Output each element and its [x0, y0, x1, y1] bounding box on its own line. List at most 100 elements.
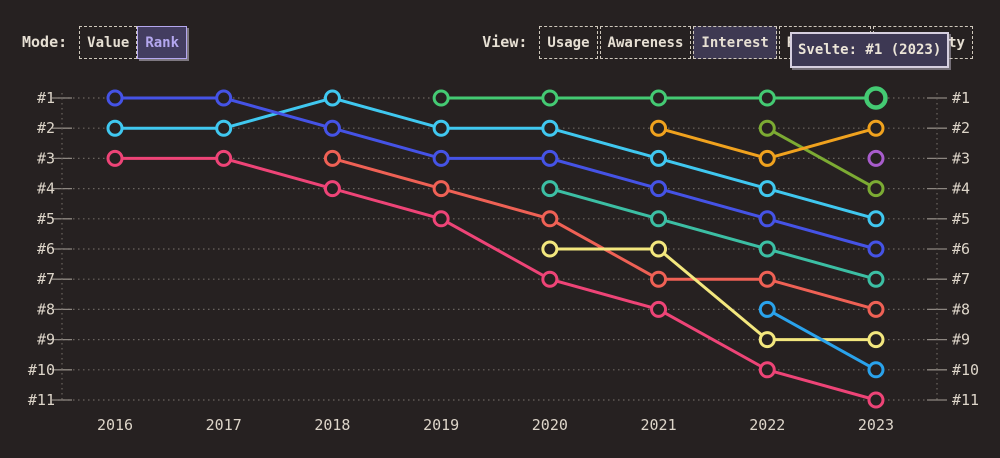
series-line-salmon [332, 156, 877, 311]
data-point[interactable] [758, 119, 776, 137]
rank-label-right: #1 [952, 89, 970, 107]
data-point[interactable] [323, 119, 341, 137]
data-point[interactable] [432, 210, 450, 228]
data-point[interactable] [650, 210, 668, 228]
year-label: 2016 [97, 416, 133, 434]
rank-label-left: #7 [37, 270, 55, 288]
mode-toggle: Mode: Value Rank [22, 26, 188, 59]
data-point[interactable] [867, 180, 885, 198]
mode-option-value[interactable]: Value [79, 26, 138, 59]
series-line-sky-blue [766, 308, 877, 372]
rank-label-right: #6 [952, 240, 970, 258]
data-point[interactable] [650, 240, 668, 258]
data-point[interactable] [650, 300, 668, 318]
view-label: View: [482, 33, 528, 51]
tooltip: Svelte: #1 (2023) [790, 32, 950, 68]
year-label: 2023 [858, 416, 894, 434]
data-point[interactable] [106, 149, 124, 167]
data-point[interactable] [541, 270, 559, 288]
data-point[interactable] [432, 89, 450, 107]
tooltip-text: Svelte: #1 (2023) [798, 42, 942, 58]
data-point[interactable] [758, 361, 776, 379]
rank-label-left: #10 [28, 361, 55, 379]
data-point[interactable] [867, 391, 885, 409]
data-point[interactable] [758, 180, 776, 198]
data-point[interactable] [758, 331, 776, 349]
data-point[interactable] [650, 149, 668, 167]
mode-buttons: Value Rank [79, 26, 188, 59]
rank-label-right: #2 [952, 119, 970, 137]
data-point[interactable] [867, 361, 885, 379]
rank-label-right: #4 [952, 180, 970, 198]
rank-label-left: #9 [37, 331, 55, 349]
series-line-pink [115, 156, 877, 402]
data-point[interactable] [650, 119, 668, 137]
rank-label-right: #9 [952, 331, 970, 349]
mode-label: Mode: [22, 33, 68, 51]
year-label: 2021 [640, 416, 676, 434]
data-point[interactable] [867, 331, 885, 349]
data-point[interactable] [432, 180, 450, 198]
rank-label-left: #8 [37, 300, 55, 318]
data-point[interactable] [650, 89, 668, 107]
rank-label-right: #3 [952, 149, 970, 167]
data-point[interactable] [867, 240, 885, 258]
data-point[interactable] [867, 119, 885, 137]
data-point[interactable] [541, 119, 559, 137]
data-point[interactable] [758, 300, 776, 318]
data-point[interactable] [758, 149, 776, 167]
data-point[interactable] [758, 89, 776, 107]
data-point[interactable] [432, 119, 450, 137]
data-point[interactable] [867, 149, 885, 167]
data-point[interactable] [541, 180, 559, 198]
data-point[interactable] [215, 89, 233, 107]
data-point[interactable] [106, 89, 124, 107]
data-point[interactable] [867, 300, 885, 318]
data-point[interactable] [541, 149, 559, 167]
rank-label-left: #5 [37, 210, 55, 228]
rank-label-right: #8 [952, 300, 970, 318]
rank-label-right: #5 [952, 210, 970, 228]
series-line-teal [549, 187, 877, 281]
rank-label-left: #4 [37, 180, 55, 198]
year-label: 2020 [532, 416, 568, 434]
data-point[interactable] [432, 149, 450, 167]
rank-label-left: #11 [28, 391, 55, 409]
rank-label-left: #6 [37, 240, 55, 258]
data-point[interactable] [867, 210, 885, 228]
series-line-cyan [115, 96, 877, 221]
data-point[interactable] [650, 270, 668, 288]
data-point[interactable] [106, 119, 124, 137]
data-point[interactable] [650, 180, 668, 198]
data-point[interactable] [541, 210, 559, 228]
rank-label-right: #7 [952, 270, 970, 288]
data-point[interactable] [323, 180, 341, 198]
rank-label-right: #11 [952, 391, 979, 409]
view-option-awareness[interactable]: Awareness [599, 26, 692, 59]
data-point[interactable] [758, 210, 776, 228]
data-point[interactable] [323, 149, 341, 167]
data-point[interactable] [541, 240, 559, 258]
data-point[interactable] [215, 149, 233, 167]
series-line-blue [115, 96, 877, 251]
rank-label-left: #1 [37, 89, 55, 107]
rank-label-left: #3 [37, 149, 55, 167]
data-point[interactable] [758, 240, 776, 258]
data-point[interactable] [541, 89, 559, 107]
data-point[interactable] [215, 119, 233, 137]
year-label: 2017 [206, 416, 242, 434]
data-point[interactable] [323, 89, 341, 107]
year-label: 2022 [749, 416, 785, 434]
data-point[interactable] [867, 270, 885, 288]
view-option-interest[interactable]: Interest [693, 26, 777, 59]
mode-option-rank[interactable]: Rank [137, 26, 188, 59]
year-label: 2019 [423, 416, 459, 434]
rank-label-left: #2 [37, 119, 55, 137]
data-point[interactable] [758, 270, 776, 288]
view-option-usage[interactable]: Usage [539, 26, 598, 59]
series-line-olive [766, 126, 877, 190]
rank-label-right: #10 [952, 361, 979, 379]
data-point-highlight[interactable] [864, 86, 888, 110]
